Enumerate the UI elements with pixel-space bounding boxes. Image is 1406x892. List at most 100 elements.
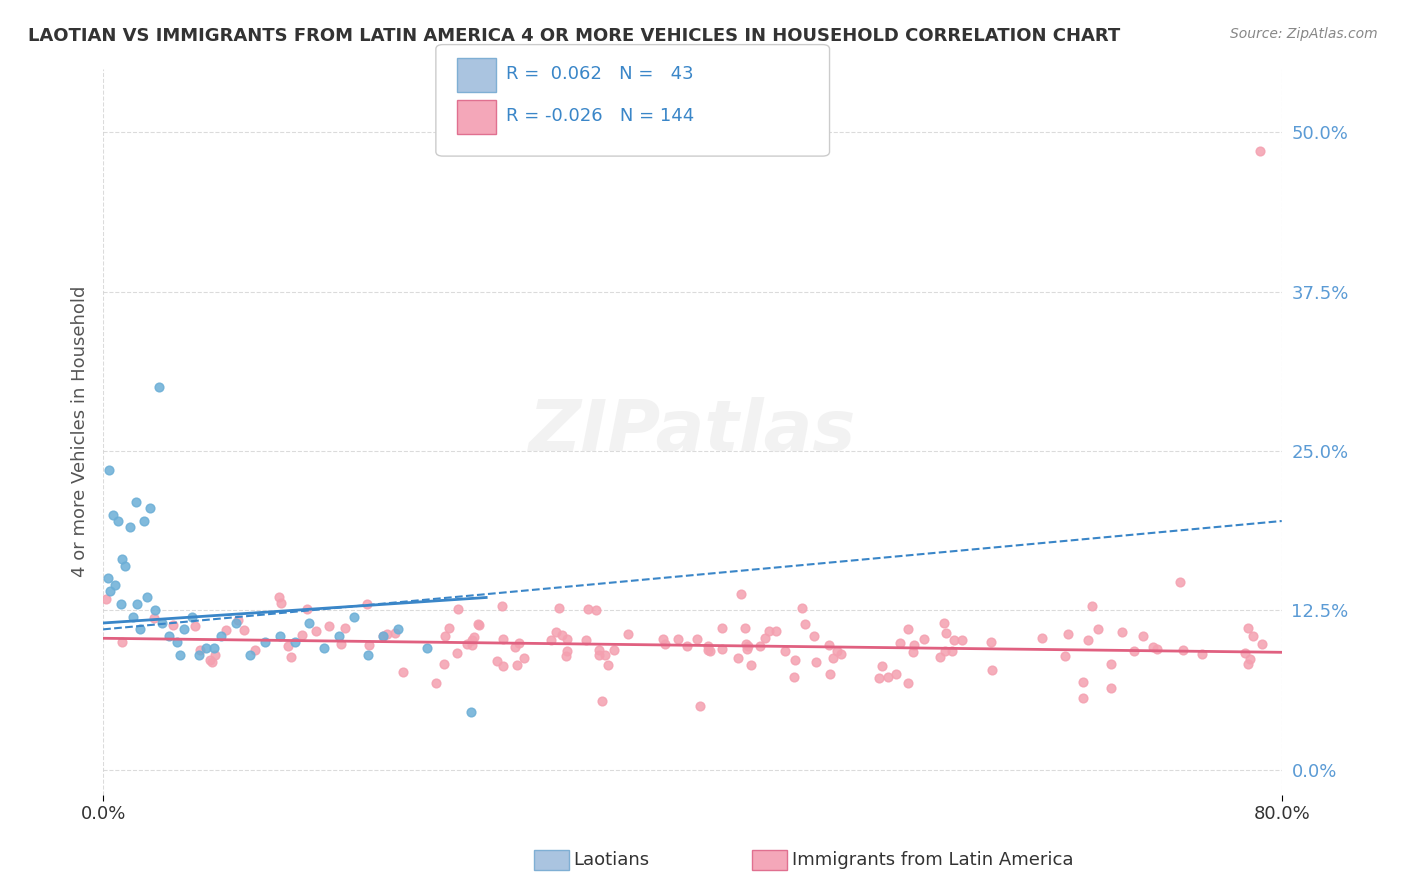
Point <box>107 514 129 528</box>
Point <box>118 520 141 534</box>
Point <box>934 644 956 658</box>
Point <box>1099 681 1122 695</box>
Point <box>239 648 262 662</box>
Point <box>823 651 845 665</box>
Point <box>737 639 759 653</box>
Point <box>180 609 202 624</box>
Point <box>555 648 578 663</box>
Point <box>792 600 814 615</box>
Point <box>758 624 780 638</box>
Point <box>200 653 222 667</box>
Point <box>492 632 515 646</box>
Point <box>291 628 314 642</box>
Point <box>943 633 966 648</box>
Point <box>318 619 340 633</box>
Point <box>461 638 484 652</box>
Point <box>730 586 752 600</box>
Point <box>416 641 439 656</box>
Point <box>129 623 152 637</box>
Point <box>697 639 720 653</box>
Point <box>711 621 734 635</box>
Point <box>136 591 159 605</box>
Point <box>202 641 225 656</box>
Point <box>432 657 454 671</box>
Point <box>110 597 132 611</box>
Point <box>884 667 907 681</box>
Point <box>232 623 254 637</box>
Point <box>330 637 353 651</box>
Point <box>1142 640 1164 654</box>
Point <box>392 665 415 679</box>
Point <box>806 656 828 670</box>
Point <box>1239 651 1261 665</box>
Point <box>782 670 804 684</box>
Point <box>783 653 806 667</box>
Point <box>932 615 955 630</box>
Point <box>387 623 409 637</box>
Point <box>889 636 911 650</box>
Point <box>1249 145 1271 159</box>
Point <box>270 596 292 610</box>
Point <box>456 637 478 651</box>
Point <box>1087 623 1109 637</box>
Point <box>204 648 226 662</box>
Point <box>1241 629 1264 643</box>
Point <box>467 617 489 632</box>
Point <box>121 609 143 624</box>
Point <box>602 643 624 657</box>
Point <box>765 624 787 639</box>
Point <box>201 656 224 670</box>
Point <box>1236 657 1258 671</box>
Point <box>585 603 607 617</box>
Point <box>463 631 485 645</box>
Point <box>267 590 290 604</box>
Point <box>727 650 749 665</box>
Point <box>269 629 291 643</box>
Point <box>544 625 567 640</box>
Point <box>468 618 491 632</box>
Text: R = -0.026   N = 144: R = -0.026 N = 144 <box>506 107 695 125</box>
Point <box>298 615 321 630</box>
Point <box>1057 627 1080 641</box>
Point <box>148 380 170 394</box>
Point <box>1191 647 1213 661</box>
Point <box>868 671 890 685</box>
Point <box>104 578 127 592</box>
Point <box>188 643 211 657</box>
Point <box>508 636 530 650</box>
Point <box>1233 646 1256 660</box>
Point <box>425 676 447 690</box>
Point <box>740 658 762 673</box>
Point <box>557 632 579 646</box>
Point <box>1031 631 1053 645</box>
Point <box>371 629 394 643</box>
Point <box>100 584 122 599</box>
Point <box>304 624 326 638</box>
Point <box>143 603 166 617</box>
Point <box>134 514 156 528</box>
Point <box>540 632 562 647</box>
Point <box>773 644 796 658</box>
Point <box>254 635 277 649</box>
Point <box>297 602 319 616</box>
Point <box>1237 621 1260 635</box>
Point <box>460 705 482 719</box>
Point <box>941 644 963 658</box>
Text: Laotians: Laotians <box>574 851 650 869</box>
Point <box>357 648 380 662</box>
Point <box>103 508 125 522</box>
Point <box>166 635 188 649</box>
Point <box>555 644 578 658</box>
Point <box>1073 675 1095 690</box>
Point <box>588 648 610 662</box>
Point <box>818 638 841 652</box>
Point <box>981 663 1004 677</box>
Point <box>433 629 456 643</box>
Point <box>491 599 513 613</box>
Point <box>676 639 699 653</box>
Point <box>735 637 758 651</box>
Point <box>749 640 772 654</box>
Point <box>506 658 529 673</box>
Point <box>375 626 398 640</box>
Point <box>897 622 920 636</box>
